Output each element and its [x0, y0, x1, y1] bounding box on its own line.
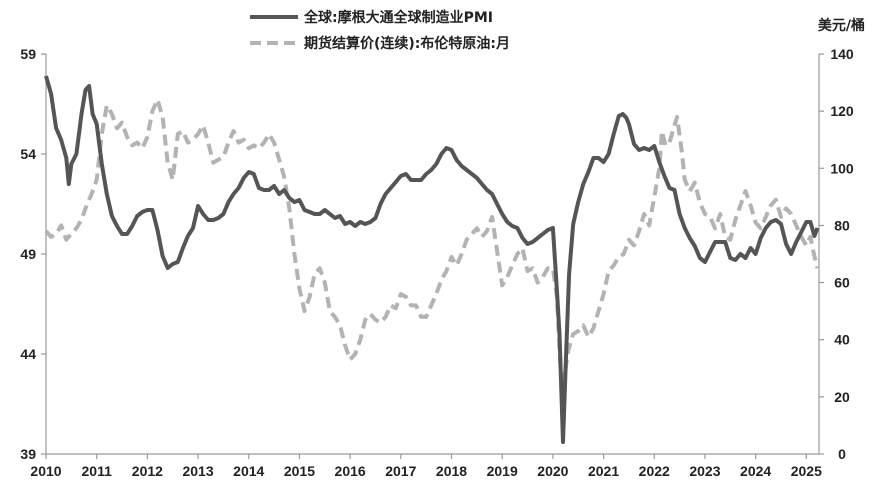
x-tick-label: 2016 — [335, 463, 366, 479]
right-tick-label: 20 — [834, 389, 850, 405]
x-tick-label: 2020 — [537, 463, 568, 479]
left-tick-label: 39 — [20, 446, 36, 462]
x-tick-label: 2011 — [82, 463, 113, 479]
x-tick-label: 2024 — [740, 463, 771, 479]
x-tick-label: 2017 — [385, 463, 416, 479]
left-tick-label: 49 — [20, 246, 36, 262]
left-y-axis: 39 44 49 54 59 — [20, 46, 46, 462]
x-tick-label: 2018 — [436, 463, 467, 479]
x-tick-label: 2014 — [233, 463, 264, 479]
x-tick-label: 2015 — [284, 463, 315, 479]
x-tick-label: 2012 — [132, 463, 163, 479]
legend-pmi-label: 全球:摩根大通全球制造业PMI — [303, 9, 493, 26]
x-tick-label: 2021 — [588, 463, 619, 479]
x-axis: 2010 2011 2012 2013 2014 2015 2016 2017 2018 2019… — [30, 454, 822, 479]
x-tick-label: 2013 — [182, 463, 213, 479]
right-tick-label: 120 — [830, 103, 854, 119]
right-tick-label: 80 — [834, 217, 850, 233]
series-pmi-line — [44, 75, 820, 444]
right-axis-unit: 美元/桶 — [818, 17, 865, 34]
legend-brent-label: 期货结算价(连续):布伦特原油:月 — [304, 35, 510, 52]
right-tick-label: 0 — [838, 446, 846, 462]
series-layer — [44, 75, 820, 444]
x-tick-label: 2022 — [639, 463, 670, 479]
right-y-axis: 0 20 40 60 80 100 120 140 — [819, 46, 854, 462]
left-tick-label: 59 — [20, 46, 36, 62]
x-tick-label: 2010 — [30, 463, 61, 479]
x-tick-label: 2019 — [487, 463, 518, 479]
right-tick-label: 60 — [834, 275, 850, 291]
right-tick-label: 100 — [830, 160, 854, 176]
right-tick-label: 40 — [834, 332, 850, 348]
legend: 全球:摩根大通全球制造业PMI 期货结算价(连续):布伦特原油:月 — [250, 9, 510, 52]
left-tick-label: 44 — [20, 346, 36, 362]
x-tick-label: 2023 — [689, 463, 720, 479]
right-tick-label: 140 — [830, 46, 854, 62]
left-tick-label: 54 — [20, 146, 36, 162]
series-brent-line — [44, 97, 820, 382]
x-tick-label: 2025 — [791, 463, 822, 479]
